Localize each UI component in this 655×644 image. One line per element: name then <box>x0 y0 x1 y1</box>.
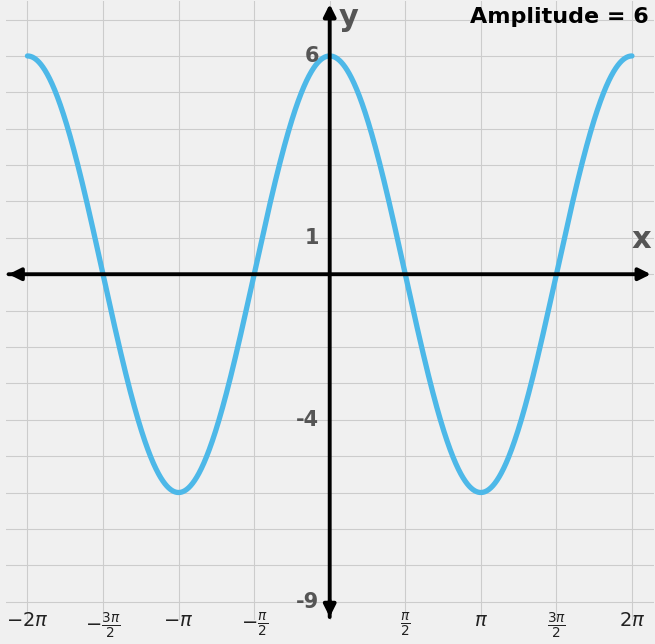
Text: $-\pi$: $-\pi$ <box>163 611 194 630</box>
Text: Amplitude = 6: Amplitude = 6 <box>470 7 649 27</box>
Text: -9: -9 <box>296 592 319 612</box>
Text: 6: 6 <box>305 46 319 66</box>
Text: x: x <box>631 225 651 254</box>
Text: $\pi$: $\pi$ <box>474 611 488 630</box>
Text: $-2\pi$: $-2\pi$ <box>6 611 49 630</box>
Text: -4: -4 <box>296 410 319 430</box>
Text: $2\pi$: $2\pi$ <box>619 611 645 630</box>
Text: $-\frac{\pi}{2}$: $-\frac{\pi}{2}$ <box>240 611 268 639</box>
Text: 1: 1 <box>305 228 319 248</box>
Text: y: y <box>339 3 358 32</box>
Text: $\frac{3\pi}{2}$: $\frac{3\pi}{2}$ <box>547 611 566 641</box>
Text: $\frac{\pi}{2}$: $\frac{\pi}{2}$ <box>400 611 411 639</box>
Text: $-\frac{3\pi}{2}$: $-\frac{3\pi}{2}$ <box>85 611 121 641</box>
